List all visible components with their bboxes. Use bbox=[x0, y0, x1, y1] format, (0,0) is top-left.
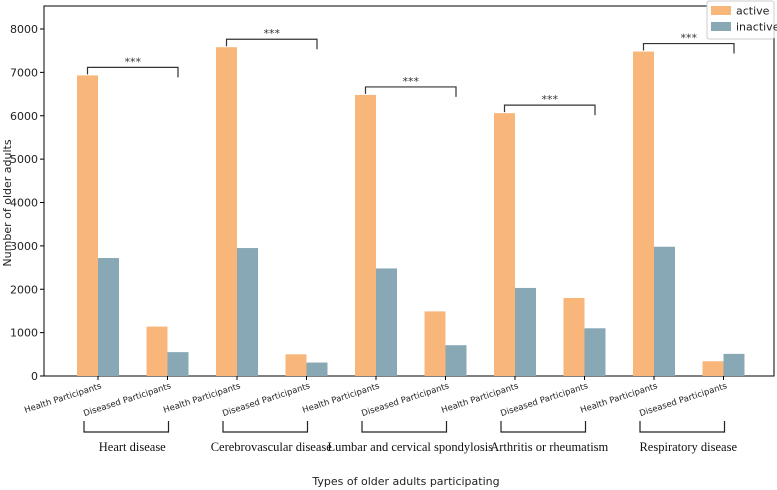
significance-label: *** bbox=[125, 55, 142, 68]
group-label: Cerebrovascular disease bbox=[211, 440, 333, 454]
significance-bracket bbox=[503, 104, 596, 116]
legend-label-inactive: inactive bbox=[736, 21, 777, 34]
bar-active-8 bbox=[563, 297, 585, 376]
bar-inactive-8 bbox=[584, 328, 606, 376]
bar-active-1 bbox=[77, 75, 98, 376]
significance-bracket bbox=[364, 86, 457, 97]
significance-brackets: *** *** *** *** *** bbox=[86, 27, 735, 116]
legend-swatch-inactive bbox=[711, 22, 731, 31]
y-tick-label: 3000 bbox=[10, 240, 38, 253]
bar-active-10 bbox=[702, 361, 724, 376]
bar-inactive-6 bbox=[445, 345, 467, 376]
group-label: Lumbar and cervical spondylosis bbox=[327, 440, 493, 454]
bar-inactive-2 bbox=[167, 352, 189, 376]
significance-label: *** bbox=[542, 93, 559, 106]
legend: active inactive bbox=[706, 0, 777, 40]
bar-active-6 bbox=[424, 311, 446, 376]
y-tick-label: 4000 bbox=[10, 197, 38, 210]
group-label: Heart disease bbox=[99, 440, 166, 454]
bar-inactive-4 bbox=[306, 362, 328, 376]
plot-area bbox=[43, 5, 775, 377]
bar-inactive-3 bbox=[237, 248, 258, 376]
significance-label: *** bbox=[403, 75, 420, 88]
group-bracket bbox=[361, 421, 448, 433]
legend-label-active: active bbox=[736, 5, 770, 18]
group-labels: Heart disease Cerebrovascular diseaseLumb… bbox=[83, 421, 737, 454]
y-tick-label: 5000 bbox=[10, 153, 38, 166]
bar-inactive-10 bbox=[723, 353, 745, 376]
group-bracket bbox=[83, 421, 170, 433]
plot-frame bbox=[43, 5, 775, 377]
bar-inactive-5 bbox=[376, 268, 397, 376]
y-tick-label: 7000 bbox=[10, 66, 38, 79]
y-tick-label: 6000 bbox=[10, 110, 38, 123]
group-label: Respiratory disease bbox=[639, 440, 737, 454]
legend-swatch-active bbox=[711, 6, 731, 15]
significance-bracket bbox=[642, 42, 735, 54]
bar-inactive-1 bbox=[98, 258, 119, 376]
significance-label: *** bbox=[681, 32, 698, 45]
group-label: Arthritis or rheumatism bbox=[490, 440, 608, 454]
bar-active-9 bbox=[633, 51, 654, 377]
bar-inactive-7 bbox=[515, 287, 536, 376]
bar-active-2 bbox=[146, 326, 168, 376]
y-axis: 0 1000 2000 3000 4000 5000 6000 7000 8000 bbox=[10, 23, 44, 383]
significance-bracket bbox=[86, 66, 179, 78]
y-tick-label: 8000 bbox=[10, 23, 38, 36]
group-bracket bbox=[639, 421, 726, 433]
y-tick-label: 0 bbox=[31, 370, 38, 383]
group-bracket bbox=[500, 421, 587, 433]
bar-inactive-9 bbox=[654, 246, 675, 376]
y-tick-label: 2000 bbox=[10, 283, 38, 296]
group-bracket bbox=[222, 421, 309, 433]
x-axis-title: Types of older adults participating bbox=[311, 475, 499, 488]
significance-label: *** bbox=[264, 27, 281, 40]
y-tick-label: 1000 bbox=[10, 327, 38, 340]
bar-active-5 bbox=[355, 94, 376, 377]
y-axis-title: Number of older adults bbox=[1, 139, 14, 266]
significance-bracket bbox=[225, 38, 318, 50]
bars bbox=[77, 47, 745, 377]
bar-active-4 bbox=[285, 354, 307, 376]
bar-active-7 bbox=[494, 113, 515, 377]
bar-active-3 bbox=[216, 47, 237, 376]
